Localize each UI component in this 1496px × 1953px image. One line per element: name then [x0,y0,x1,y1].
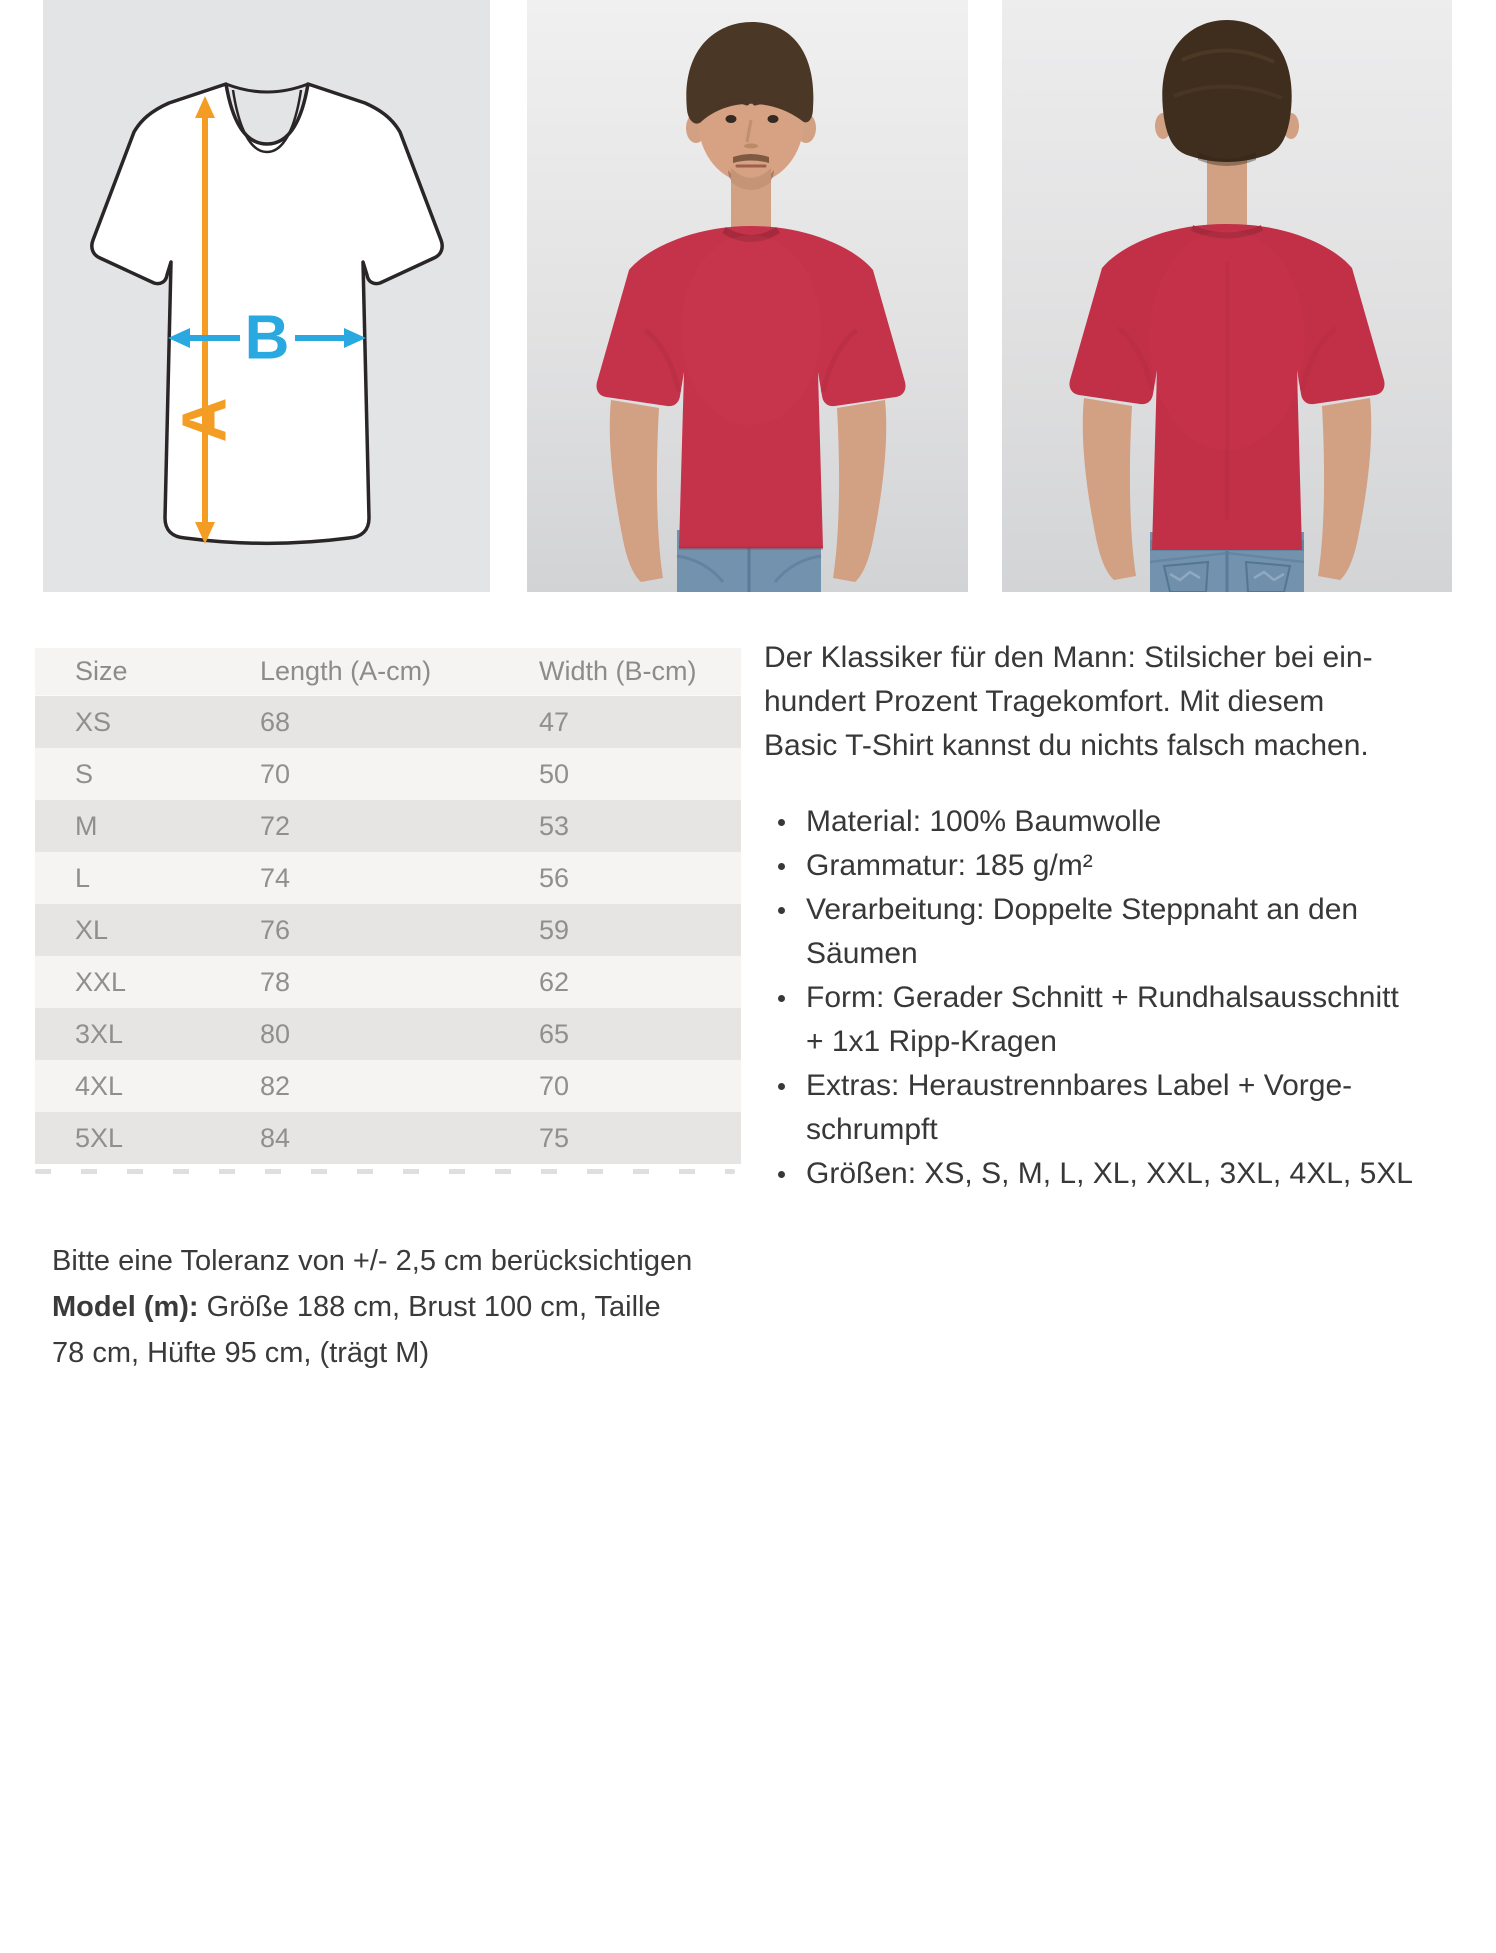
table-cell: 50 [539,758,570,789]
feature-item-form: Form: Gerader Schnitt + Rundhalsausschni… [764,976,1454,1064]
measure-a-label: A [171,398,240,443]
model-front-photo [527,0,968,592]
measure-a-arrow [195,96,215,544]
table-cell: 84 [260,1122,291,1153]
feature-item-verarbeitung: Verarbeitung: Doppelte Steppnaht an den … [764,888,1454,976]
table-cell: 72 [260,810,291,841]
model-info-text: Größe 188 cm, Brust 100 cm, Taille 78 cm… [52,1291,661,1369]
measure-b-label: B [245,304,290,373]
table-cell: 70 [260,758,291,789]
back-pocket [1162,560,1210,592]
back-pocket [1244,560,1292,592]
table-cell: 80 [260,1018,291,1049]
model-info: Model (m): Größe 188 cm, Brust 100 cm, T… [52,1284,812,1376]
product-description: Der Klassiker für den Mann: Stilsicher b… [764,636,1454,1196]
table-cell: XL [75,914,109,945]
table-cell: M [75,810,98,841]
table-row: XS 68 47 [35,696,741,748]
table-cell: 59 [539,914,570,945]
table-row: 4XL 82 70 [35,1060,741,1112]
size-table-header-row: Size Length (A-cm) Width (B-cm) [35,648,741,696]
red-tshirt-front [596,226,906,550]
red-tshirt-back [1069,224,1385,550]
table-cell: 65 [539,1018,570,1049]
table-row: XL 76 59 [35,904,741,956]
table-row: 5XL 84 75 [35,1112,741,1164]
arms [1082,398,1372,580]
arms [609,400,887,582]
table-cell: S [75,758,94,789]
table-cell: 4XL [75,1070,124,1101]
table-cell: 62 [539,966,570,997]
tolerance-note: Bitte eine Toleranz von +/- 2,5 cm berüc… [52,1245,693,1277]
table-cell: XS [75,706,112,737]
table-cell: 5XL [75,1122,124,1153]
model-info-label: Model (m): [52,1291,199,1323]
column-header-width: Width (B-cm) [539,656,697,686]
column-header-length: Length (A-cm) [260,656,432,686]
tshirt-measurement-diagram: A B [43,0,490,592]
table-row: XXL 78 62 [35,956,741,1008]
feature-item-extras: Extras: Heraustrennbares Label + Vorge- … [764,1064,1454,1152]
table-cell: 74 [260,862,291,893]
feature-item-grammatur: Grammatur: 185 g/m² [764,844,1454,888]
model-back-illustration [1002,0,1452,592]
table-cell: XXL [75,966,127,997]
table-cell: 56 [539,862,570,893]
table-row: 3XL 80 65 [35,1008,741,1060]
table-row: L 74 56 [35,852,741,904]
table-cell: 3XL [75,1018,124,1049]
hair-back [1162,20,1292,162]
size-diagram-image: A B [43,0,490,592]
table-cell: 82 [260,1070,291,1101]
size-table: Size Length (A-cm) Width (B-cm) XS 68 47… [35,648,741,1164]
table-cell: 76 [260,914,291,945]
model-back-photo [1002,0,1452,592]
feature-item-material: Material: 100% Baumwolle [764,800,1454,844]
measure-b-arrow [168,328,366,348]
column-header-size: Size [75,656,128,686]
table-cell: 70 [539,1070,570,1101]
table-cell: 47 [539,706,570,737]
table-footnote-remnant [35,1169,735,1174]
feature-item-groessen: Größen: XS, S, M, L, XL, XXL, 3XL, 4XL, … [764,1152,1454,1196]
feature-list: Material: 100% Baumwolle Grammatur: 185 … [764,800,1454,1196]
tshirt-outline [90,82,444,545]
notes-block: Bitte eine Toleranz von +/- 2,5 cm berüc… [52,1238,812,1376]
table-cell: 78 [260,966,291,997]
table-cell: L [75,862,91,893]
table-cell: 68 [260,706,291,737]
table-cell: 53 [539,810,570,841]
table-row: S 70 50 [35,748,741,800]
hair [686,22,814,124]
model-front-illustration [527,0,968,592]
table-row: M 72 53 [35,800,741,852]
description-intro: Der Klassiker für den Mann: Stilsicher b… [764,641,1373,762]
table-cell: 75 [539,1122,570,1153]
